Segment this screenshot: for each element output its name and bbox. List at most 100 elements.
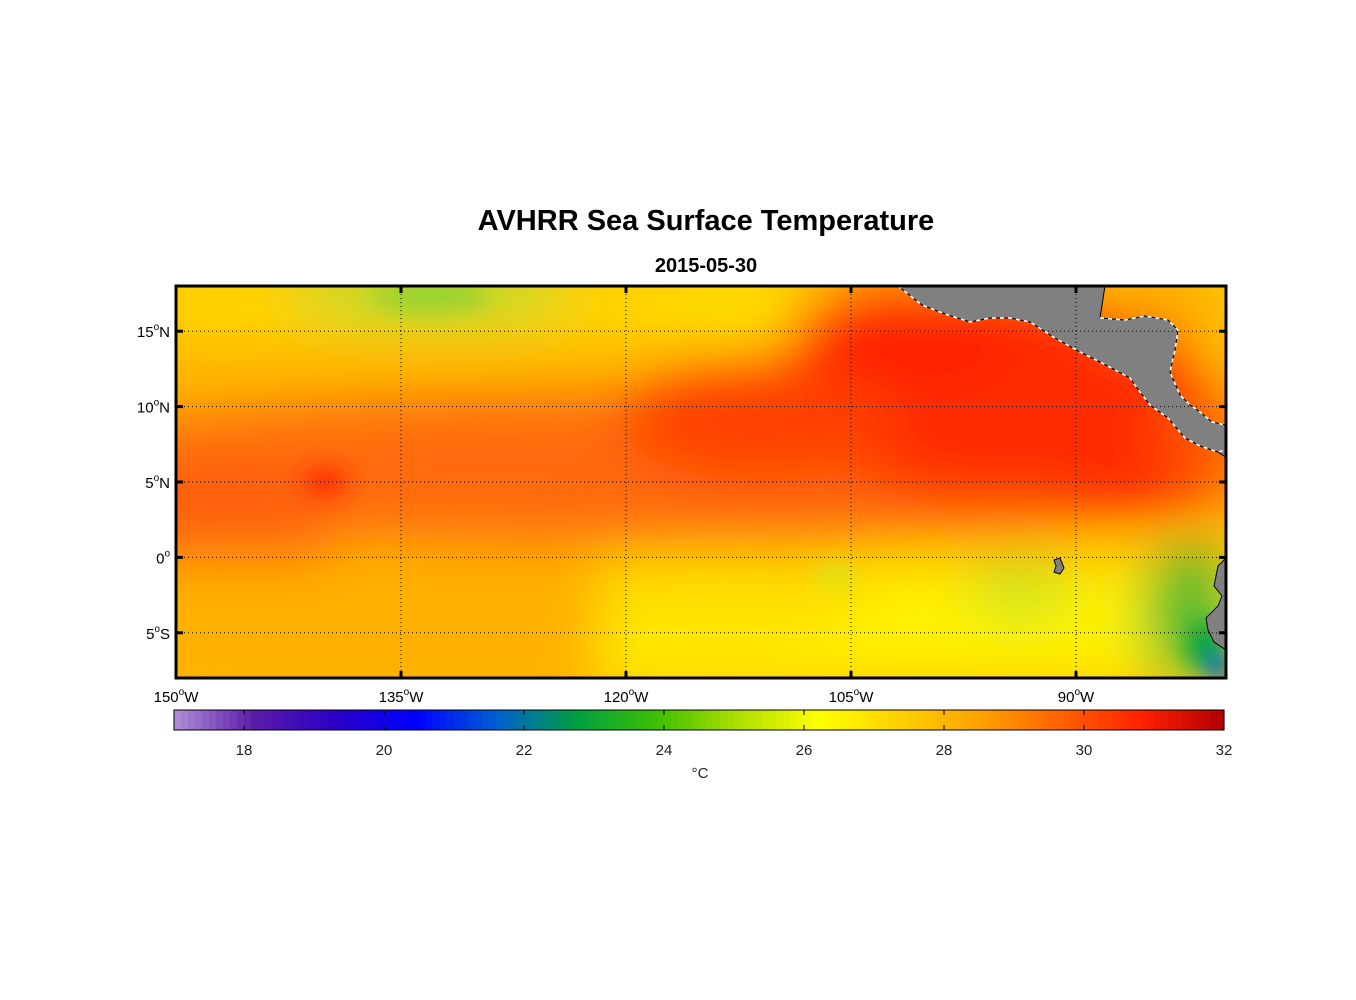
colorbar-swatch [951, 710, 959, 730]
colorbar-tick-label: 20 [376, 742, 393, 759]
colorbar-swatch [615, 710, 623, 730]
colorbar-swatch [356, 710, 364, 730]
colorbar-swatch [937, 710, 945, 730]
colorbar-swatch [510, 710, 518, 730]
colorbar-tick-label: 18 [236, 742, 253, 759]
colorbar-swatch [1077, 710, 1085, 730]
colorbar-swatch [461, 710, 469, 730]
colorbar-swatch [902, 710, 910, 730]
colorbar-swatch [909, 710, 917, 730]
colorbar-swatch [272, 710, 280, 730]
colorbar-swatch [524, 710, 532, 730]
colorbar-swatch [1063, 710, 1071, 730]
colorbar-tick-label: 22 [516, 742, 533, 759]
colorbar-swatch [776, 710, 784, 730]
colorbar-tick-label: 30 [1076, 742, 1093, 759]
colorbar-swatch [195, 710, 203, 730]
colorbar-swatch [496, 710, 504, 730]
colorbar-swatch [328, 710, 336, 730]
colorbar-swatch [755, 710, 763, 730]
colorbar-swatch [370, 710, 378, 730]
colorbar-swatch [888, 710, 896, 730]
colorbar-swatch [1119, 710, 1127, 730]
colorbar-swatch [426, 710, 434, 730]
colorbar-swatch [979, 710, 987, 730]
colorbar-swatch [727, 710, 735, 730]
colorbar-swatch [1084, 710, 1092, 730]
lon-tick-label: 90oW [1058, 687, 1095, 706]
colorbar-swatch [1154, 710, 1162, 730]
colorbar-swatch [321, 710, 329, 730]
colorbar-swatch [1098, 710, 1106, 730]
lat-tick-label: 5oN [145, 473, 170, 492]
colorbar-swatch [545, 710, 553, 730]
colorbar-swatch [930, 710, 938, 730]
colorbar-swatch [657, 710, 665, 730]
colorbar-swatch [643, 710, 651, 730]
colorbar-swatch [363, 710, 371, 730]
colorbar-swatch [1203, 710, 1211, 730]
colorbar-swatch [1147, 710, 1155, 730]
colorbar-swatch [734, 710, 742, 730]
colorbar-swatch [1000, 710, 1008, 730]
colorbar-swatch [1007, 710, 1015, 730]
colorbar-swatch [797, 710, 805, 730]
colorbar-swatch [1210, 710, 1218, 730]
lat-tick-label: 0o [156, 548, 170, 567]
colorbar-swatch [475, 710, 483, 730]
colorbar-swatch [279, 710, 287, 730]
colorbar-swatch [1140, 710, 1148, 730]
colorbar-swatch [335, 710, 343, 730]
colorbar-swatch [699, 710, 707, 730]
colorbar-swatch [713, 710, 721, 730]
colorbar-swatch [622, 710, 630, 730]
colorbar-swatch [923, 710, 931, 730]
lon-tick-label: 120oW [604, 687, 650, 706]
yucatan-coast-dash [1099, 315, 1226, 426]
colorbar-swatch [1175, 710, 1183, 730]
sst-field [176, 286, 1226, 678]
lon-tick-label: 135oW [379, 687, 425, 706]
colorbar-swatch [405, 710, 413, 730]
colorbar-swatch [202, 710, 210, 730]
colorbar-swatch [1021, 710, 1029, 730]
colorbar-swatch [720, 710, 728, 730]
colorbar-swatch [818, 710, 826, 730]
colorbar-swatch [468, 710, 476, 730]
colorbar-swatch [972, 710, 980, 730]
colorbar-swatch [790, 710, 798, 730]
colorbar-swatch [384, 710, 392, 730]
colorbar-swatch [636, 710, 644, 730]
colorbar-tick-label: 28 [936, 742, 953, 759]
colorbar-swatch [1161, 710, 1169, 730]
colorbar-swatch [853, 710, 861, 730]
colorbar-swatch [181, 710, 189, 730]
colorbar-swatch [244, 710, 252, 730]
colorbar-tick-label: 32 [1216, 742, 1233, 759]
colorbar-swatch [601, 710, 609, 730]
colorbar-swatch [678, 710, 686, 730]
colorbar-swatch [860, 710, 868, 730]
central-america-coast-dash [897, 286, 1226, 453]
colorbar-swatch [440, 710, 448, 730]
colorbar-swatch [958, 710, 966, 730]
colorbar-swatch [209, 710, 217, 730]
colorbar-swatch [993, 710, 1001, 730]
colorbar-swatch [629, 710, 637, 730]
colorbar-swatch [832, 710, 840, 730]
land-masses [897, 286, 1226, 651]
colorbar-tick-label: 26 [796, 742, 813, 759]
colorbar-swatch [538, 710, 546, 730]
colorbar-swatch [825, 710, 833, 730]
colorbar-swatch [552, 710, 560, 730]
colorbar-swatch [216, 710, 224, 730]
colorbar-swatch [692, 710, 700, 730]
colorbar: 18 20 22 24 26 28 30 32 °C [173, 709, 1233, 782]
colorbar-swatch [594, 710, 602, 730]
map-date: 2015-05-30 [654, 255, 758, 277]
colorbar-swatch [286, 710, 294, 730]
colorbar-swatch [895, 710, 903, 730]
colorbar-swatch [741, 710, 749, 730]
colorbar-frame [173, 709, 1225, 731]
colorbar-swatch [762, 710, 770, 730]
